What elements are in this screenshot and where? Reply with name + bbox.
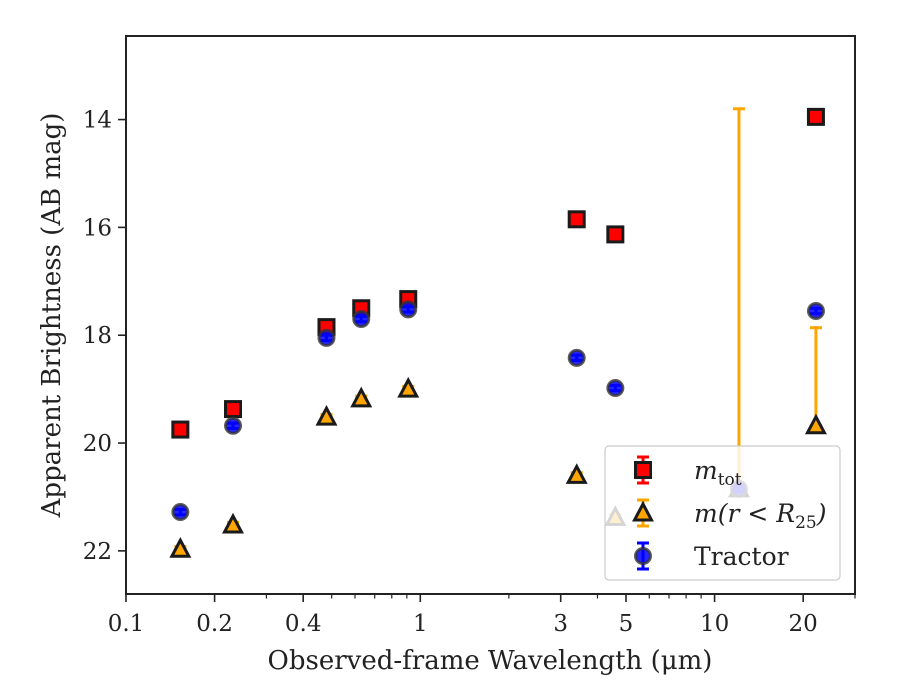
data-point (317, 328, 336, 347)
y-tick-label: 22 (83, 539, 112, 565)
data-point (171, 503, 190, 522)
data-point (315, 404, 338, 426)
data-point (567, 348, 586, 367)
x-tick-label: 10 (700, 611, 729, 637)
y-axis: 14 16 18 20 22 (83, 108, 126, 565)
data-point (169, 537, 192, 558)
series-square (171, 107, 825, 439)
x-tick-label: 0.1 (108, 611, 145, 637)
data-point (565, 463, 588, 484)
legend-entry: Tractor (634, 541, 789, 571)
x-tick-label: 5 (619, 611, 634, 637)
data-point (224, 416, 243, 435)
data-point (606, 225, 625, 244)
legend-box (604, 445, 841, 581)
data-point (350, 386, 373, 408)
legend-label: Tractor (694, 542, 789, 571)
legend-marker (634, 461, 652, 479)
y-tick-label: 20 (83, 431, 112, 457)
data-point (397, 376, 420, 398)
legend-marker (634, 547, 652, 565)
x-tick-label: 0.4 (285, 611, 322, 637)
legend-entry: m(r < R25) (632, 498, 826, 533)
data-point (352, 310, 371, 329)
legend: mtot m(r < R25) Tractor (604, 445, 841, 581)
data-point (399, 300, 418, 319)
data-point (804, 413, 827, 435)
x-axis-label: Observed-frame Wavelength (μm) (268, 646, 713, 676)
data-point (606, 379, 625, 398)
legend-label: mtot (694, 456, 742, 490)
data-point (171, 420, 190, 439)
data-point (806, 107, 825, 126)
data-point (222, 512, 245, 534)
x-tick-label: 3 (553, 611, 568, 637)
legend-label: m(r < R25) (694, 499, 826, 533)
data-point (567, 210, 586, 229)
data-point (224, 400, 243, 419)
data-point (806, 301, 825, 320)
legend-marker (632, 500, 654, 522)
x-axis: 0.1 0.2 0.4 1 3 5 10 20 (108, 594, 856, 637)
legend-entry: mtot (634, 455, 742, 490)
x-tick-label: 0.2 (196, 611, 233, 637)
y-tick-label: 18 (83, 323, 112, 349)
y-tick-label: 16 (83, 215, 112, 241)
x-tick-label: 1 (413, 611, 428, 637)
y-axis-label: Apparent Brightness (AB mag) (37, 113, 67, 519)
axes-frame (125, 35, 856, 595)
x-tick-label: 20 (789, 611, 818, 637)
y-tick-label: 14 (83, 108, 112, 134)
